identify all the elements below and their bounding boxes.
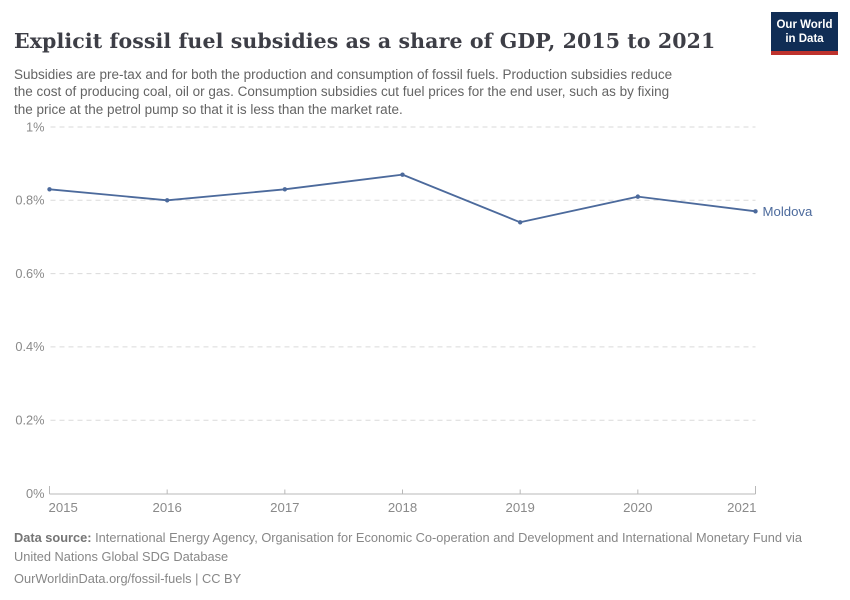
x-axis-tick-label: 2016 <box>152 500 181 515</box>
chart-title: Explicit fossil fuel subsidies as a shar… <box>14 28 716 53</box>
data-point-2019 <box>517 220 523 225</box>
datasource-line: United Nations Global SDG Database <box>14 548 229 564</box>
x-axis-tick-label: 2018 <box>388 500 417 515</box>
y-axis-tick-label: 0.4% <box>15 339 44 354</box>
datasource-label: Data source: <box>14 530 92 545</box>
owid-logo: Our World in Data <box>771 12 838 55</box>
y-axis-tick-label: 0.8% <box>15 193 44 208</box>
y-axis-tick-label: 0.6% <box>15 266 44 281</box>
subtitle-line: Subsidies are pre-tax and for both the p… <box>14 66 673 82</box>
datasource-text: Data source: International Energy Agency… <box>14 529 826 566</box>
data-line-moldova <box>48 173 757 224</box>
subtitle-line: the price at the petrol pump so that it … <box>14 102 403 118</box>
x-axis-tick-label: 2019 <box>505 500 534 515</box>
x-axis-tick-label: 2021 <box>727 500 756 515</box>
data-point-2016 <box>164 198 170 203</box>
license-line: OurWorldinData.org/fossil-fuels | CC BY <box>14 571 242 587</box>
owid-logo-line1: Our World <box>776 19 833 31</box>
y-axis-tick-label: 0% <box>26 486 45 501</box>
x-axis-tick-label: 2017 <box>270 500 299 515</box>
data-point-2017 <box>282 187 288 192</box>
datasource-line: International Energy Agency, Organisatio… <box>95 530 802 545</box>
chart-subtitle: Subsidies are pre-tax and for both the p… <box>14 66 759 119</box>
subtitle-line: the cost of producing coal, oil or gas. … <box>14 84 670 100</box>
x-axis-tick-label: 2015 <box>49 500 78 515</box>
owid-logo-line2: in Data <box>785 32 824 45</box>
data-point-2020 <box>635 194 641 199</box>
series-label-moldova: Moldova <box>763 204 814 219</box>
data-point-2021 <box>753 209 758 214</box>
y-axis-tick-label: 0.2% <box>15 413 44 428</box>
y-axis-tick-label: 1% <box>26 119 45 134</box>
data-point-2018 <box>400 172 405 177</box>
chart-footer: Data source: International Energy Agency… <box>14 529 826 589</box>
data-point-2015 <box>47 187 52 192</box>
x-axis-tick-label: 2020 <box>623 500 652 515</box>
